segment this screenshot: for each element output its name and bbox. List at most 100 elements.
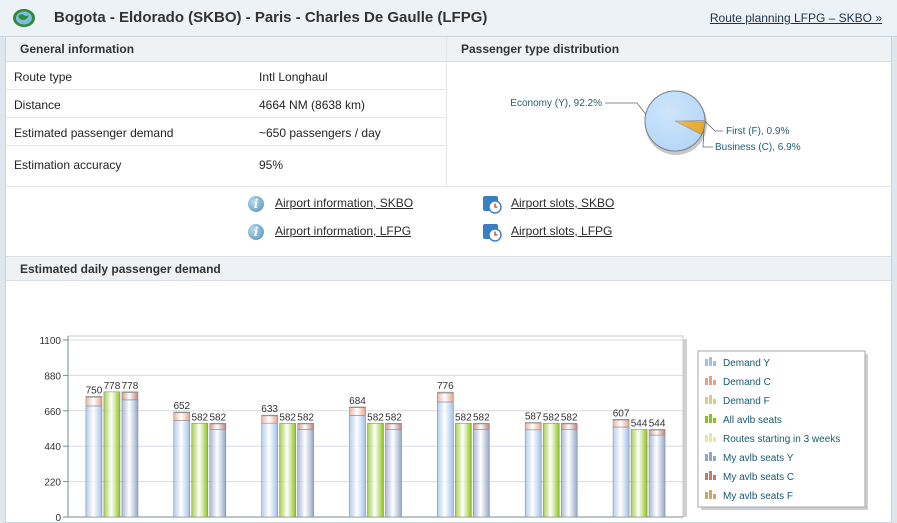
info-value: ~650 passengers / day [259, 126, 381, 140]
airport-info-skbo-link[interactable]: i Airport information, SKBO [248, 196, 413, 210]
legend-label: My avlb seats C [723, 472, 794, 483]
bar-value-label: 582 [473, 412, 490, 423]
legend-icon-bar [713, 437, 716, 442]
airport-slots-skbo-link[interactable]: Airport slots, SKBO [482, 196, 614, 210]
legend-icon-bar [709, 414, 712, 423]
bar-segment [104, 392, 120, 517]
legend-label: My avlb seats F [723, 491, 793, 502]
legend-box [698, 351, 865, 507]
info-label: Estimation accuracy [14, 158, 121, 172]
bar-segment [613, 419, 629, 420]
legend-icon-bar [713, 456, 716, 461]
info-icon: i [248, 224, 264, 240]
legend-label: Demand Y [723, 358, 770, 369]
pie-label-business: Business (C), 6.9% [715, 142, 801, 153]
page-header: Bogota - Eldorado (SKBO) - Paris - Charl… [0, 0, 897, 37]
bar-segment [543, 423, 559, 517]
bar-segment [174, 420, 190, 517]
link-text[interactable]: Airport slots, LFPG [511, 224, 612, 238]
page-title: Bogota - Eldorado (SKBO) - Paris - Charl… [54, 9, 487, 26]
y-tick-label: 660 [44, 407, 61, 418]
bar-value-label: 582 [385, 412, 402, 423]
legend-icon-bar [705, 454, 708, 461]
bar-segment [86, 397, 102, 406]
legend-icon-bar [709, 395, 712, 404]
bar-value-label: 776 [437, 381, 454, 392]
legend-icon-bar [705, 473, 708, 480]
info-value: 4664 NM (8638 km) [259, 98, 365, 112]
airport-slots-lfpg-link[interactable]: Airport slots, LFPG [482, 224, 612, 238]
bar-segment [174, 413, 190, 421]
clock-icon [482, 194, 502, 214]
daily-demand-bar-chart: 02204406608801100750778778Mo652582582Tu6… [6, 282, 891, 522]
legend-label: Routes starting in 3 weeks [723, 434, 840, 445]
bar-segment [350, 408, 366, 416]
link-text[interactable]: Airport slots, SKBO [511, 196, 614, 210]
pie-outline [645, 91, 705, 151]
bar-value-label: 582 [543, 412, 560, 423]
bar-segment [473, 424, 489, 429]
info-label: Distance [14, 98, 61, 112]
pie-leader-line [705, 121, 723, 131]
pie-leader-line [605, 103, 646, 114]
bar-value-label: 582 [455, 412, 472, 423]
info-row-route-type: Route type Intl Longhaul [6, 62, 446, 90]
bar-segment [437, 402, 453, 517]
bar-value-label: 582 [209, 412, 226, 423]
main-panel: General information Passenger type distr… [5, 37, 892, 523]
bar-value-label: 544 [631, 418, 648, 429]
legend-icon-bar [713, 494, 716, 499]
y-tick-label: 0 [55, 513, 61, 522]
info-label: Route type [14, 70, 72, 84]
bar-segment [437, 392, 453, 393]
info-icon: i [248, 196, 264, 212]
passenger-distribution-heading: Passenger type distribution [446, 37, 891, 62]
route-planning-link[interactable]: Route planning LFPG – SKBO » [710, 11, 882, 25]
info-label: Estimated passenger demand [14, 126, 173, 140]
bar-value-label: 778 [122, 381, 139, 392]
bar-segment [561, 424, 577, 429]
legend-icon-bar [709, 376, 712, 385]
legend-label: Demand F [723, 396, 770, 407]
airport-info-lfpg-link[interactable]: i Airport information, LFPG [248, 224, 411, 238]
pie-label-economy: Economy (Y), 92.2% [510, 98, 602, 109]
bar-value-label: 750 [86, 385, 103, 396]
legend-icon-bar [713, 361, 716, 366]
link-text[interactable]: Airport information, SKBO [275, 196, 413, 210]
bar-segment [122, 392, 138, 393]
legend-icon-bar [713, 418, 716, 423]
bar-segment [613, 427, 629, 517]
bar-value-label: 652 [173, 401, 190, 412]
bar-segment [525, 430, 541, 517]
bar-segment [192, 423, 208, 517]
legend-icon-bar [713, 475, 716, 480]
pie-label-first: First (F), 0.9% [726, 126, 789, 137]
legend-icon-bar [713, 380, 716, 385]
info-value: Intl Longhaul [259, 70, 328, 84]
bar-value-label: 544 [649, 418, 666, 429]
y-tick-label: 220 [44, 478, 61, 489]
link-text[interactable]: Airport information, LFPG [275, 224, 411, 238]
legend-icon-bar [705, 435, 708, 442]
info-row-demand: Estimated passenger demand ~650 passenge… [6, 118, 446, 146]
y-tick-label: 880 [44, 371, 61, 382]
bar-segment [649, 430, 665, 435]
bar-segment [613, 420, 629, 427]
bar-segment [473, 429, 489, 517]
daily-demand-heading: Estimated daily passenger demand [6, 256, 891, 281]
bar-segment [298, 424, 314, 429]
bar-value-label: 684 [349, 396, 366, 407]
bar-segment [174, 412, 190, 413]
bar-value-label: 582 [191, 412, 208, 423]
bar-segment [437, 393, 453, 402]
legend-icon-bar [705, 397, 708, 404]
info-value: 95% [259, 158, 283, 172]
bar-segment [86, 406, 102, 517]
legend-icon-bar [705, 359, 708, 366]
divider [6, 186, 891, 187]
info-row-distance: Distance 4664 NM (8638 km) [6, 90, 446, 118]
bar-value-label: 582 [279, 412, 296, 423]
bar-segment [122, 400, 138, 517]
bar-segment [262, 423, 278, 517]
bar-segment [86, 396, 102, 397]
